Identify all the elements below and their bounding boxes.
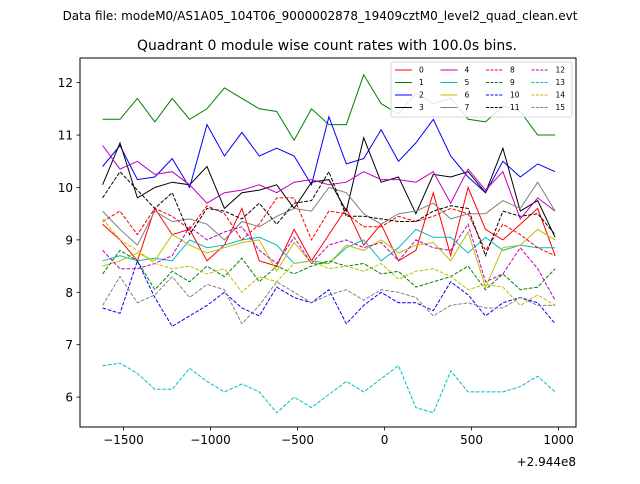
y-tick-label: 8: [65, 286, 73, 300]
legend-label-13: 13: [556, 78, 566, 87]
x-offset-label: +2.944e8: [517, 455, 576, 469]
y-tick-label: 7: [65, 338, 73, 352]
legend-label-2: 2: [419, 91, 424, 100]
legend-box: [390, 61, 573, 118]
data-file-caption: Data file: modeM0/AS1A05_104T06_90000028…: [63, 9, 578, 23]
series-layer: [102, 73, 556, 414]
x-tick-label: 500: [460, 433, 483, 447]
legend-label-6: 6: [465, 91, 470, 100]
x-tick-label: −1500: [103, 433, 144, 447]
x-tick-label: −500: [281, 433, 314, 447]
legend-label-11: 11: [510, 103, 520, 112]
legend-label-9: 9: [510, 78, 515, 87]
series-line-13: [102, 362, 556, 414]
legend-label-14: 14: [556, 91, 566, 100]
series-line-14: [102, 218, 556, 307]
chart-title: Quadrant 0 module wise count rates with …: [137, 38, 517, 54]
y-tick-label: 11: [58, 129, 73, 143]
legend-label-12: 12: [556, 66, 566, 75]
legend-label-4: 4: [465, 66, 470, 75]
series-line-10: [102, 259, 556, 328]
legend-label-0: 0: [419, 66, 424, 75]
series-line-0: [102, 185, 556, 267]
series-line-12: [102, 223, 556, 301]
y-tick-label: 9: [65, 233, 73, 247]
legend-label-15: 15: [556, 103, 566, 112]
y-tick-label: 6: [65, 391, 73, 405]
legend-label-10: 10: [510, 91, 520, 100]
legend-label-3: 3: [419, 103, 424, 112]
series-line-9: [102, 249, 556, 291]
legend-label-1: 1: [419, 78, 424, 87]
series-line-2: [102, 115, 556, 194]
series-line-8: [102, 197, 556, 257]
x-tick-label: 1000: [543, 433, 574, 447]
legend-label-8: 8: [510, 66, 515, 75]
series-line-6: [102, 228, 556, 289]
x-tick-label: 0: [381, 433, 389, 447]
x-tick-label: −1000: [190, 433, 231, 447]
legend-label-7: 7: [465, 103, 470, 112]
y-tick-label: 10: [58, 181, 73, 195]
series-line-15: [102, 275, 556, 325]
y-tick-label: 12: [58, 76, 73, 90]
series-line-4: [102, 145, 556, 220]
series-line-1: [102, 73, 556, 142]
legend-label-5: 5: [465, 78, 470, 87]
plot-frame: [79, 57, 577, 428]
series-line-3: [102, 136, 556, 238]
